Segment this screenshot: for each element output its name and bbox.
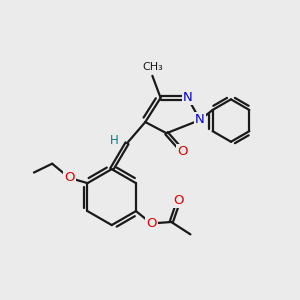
Text: N: N bbox=[183, 92, 193, 104]
Text: O: O bbox=[146, 217, 157, 230]
Text: O: O bbox=[177, 145, 188, 158]
Text: CH₃: CH₃ bbox=[142, 62, 163, 72]
Text: O: O bbox=[64, 171, 74, 184]
Text: H: H bbox=[110, 134, 119, 147]
Text: O: O bbox=[173, 194, 184, 207]
Text: N: N bbox=[195, 113, 205, 127]
